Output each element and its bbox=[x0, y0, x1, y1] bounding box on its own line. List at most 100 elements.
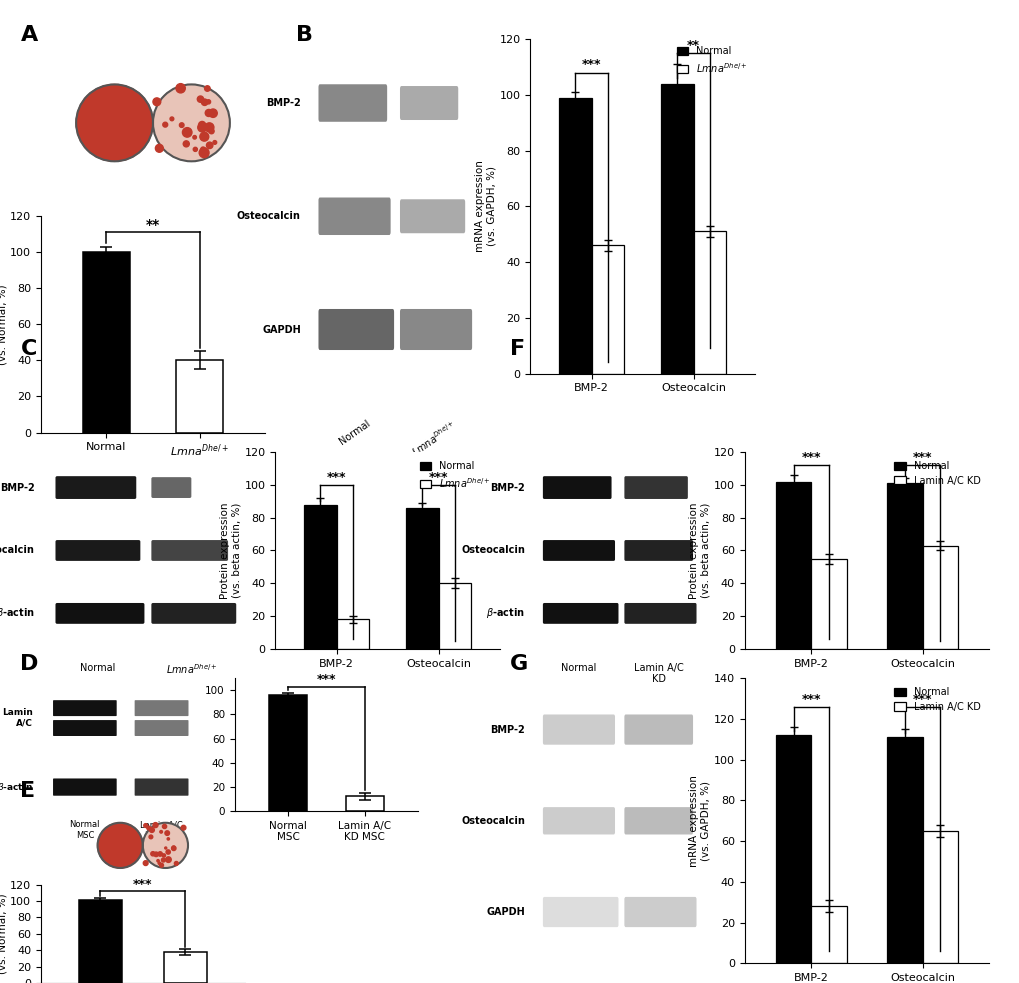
Y-axis label: mRNA expression
(vs. GAPDH, %): mRNA expression (vs. GAPDH, %) bbox=[689, 775, 710, 867]
FancyBboxPatch shape bbox=[399, 309, 472, 350]
FancyBboxPatch shape bbox=[55, 603, 145, 624]
Circle shape bbox=[162, 854, 165, 857]
Bar bbox=[406, 508, 438, 649]
Text: F: F bbox=[510, 339, 525, 359]
Text: $\beta$-actin: $\beta$-actin bbox=[486, 607, 525, 620]
FancyBboxPatch shape bbox=[55, 540, 141, 561]
FancyBboxPatch shape bbox=[542, 476, 611, 499]
Circle shape bbox=[199, 147, 209, 157]
Bar bbox=[304, 504, 336, 649]
Circle shape bbox=[143, 823, 187, 868]
FancyBboxPatch shape bbox=[318, 198, 390, 235]
Y-axis label: Protein expression
(vs. beta actin, %): Protein expression (vs. beta actin, %) bbox=[220, 502, 242, 599]
FancyBboxPatch shape bbox=[624, 540, 692, 561]
Text: G: G bbox=[510, 654, 528, 673]
Text: Osteocalcin: Osteocalcin bbox=[0, 546, 35, 555]
Text: Osteocalcin: Osteocalcin bbox=[461, 816, 525, 826]
Circle shape bbox=[165, 857, 171, 862]
Circle shape bbox=[197, 96, 204, 102]
Text: Osteocalcin: Osteocalcin bbox=[236, 211, 301, 221]
Text: ***: *** bbox=[132, 878, 153, 891]
Circle shape bbox=[153, 85, 229, 161]
Circle shape bbox=[176, 84, 185, 93]
Circle shape bbox=[206, 99, 210, 104]
Circle shape bbox=[183, 141, 190, 146]
Bar bbox=[775, 735, 810, 963]
Bar bbox=[438, 583, 471, 649]
Circle shape bbox=[144, 824, 148, 828]
Bar bbox=[336, 619, 369, 649]
Bar bbox=[558, 98, 591, 374]
Circle shape bbox=[179, 123, 183, 128]
Text: Normal: Normal bbox=[337, 418, 372, 446]
Text: B: B bbox=[296, 25, 313, 44]
Circle shape bbox=[161, 858, 165, 862]
Circle shape bbox=[205, 109, 212, 117]
Y-axis label: Osteogenesis
(vs. Normal, %): Osteogenesis (vs. Normal, %) bbox=[0, 894, 7, 974]
Circle shape bbox=[164, 847, 167, 849]
Text: Lamin
A/C: Lamin A/C bbox=[2, 709, 33, 727]
Y-axis label: Alizarin red stain
(vs. Normal, %): Alizarin red stain (vs. Normal, %) bbox=[0, 280, 7, 369]
FancyBboxPatch shape bbox=[399, 87, 458, 120]
Bar bbox=[591, 246, 624, 374]
Circle shape bbox=[166, 850, 170, 854]
Text: $Lmna^{Dhe/+}$: $Lmna^{Dhe/+}$ bbox=[409, 418, 459, 459]
Circle shape bbox=[155, 145, 163, 152]
FancyBboxPatch shape bbox=[542, 715, 614, 745]
FancyBboxPatch shape bbox=[624, 807, 692, 835]
Circle shape bbox=[158, 862, 160, 864]
FancyBboxPatch shape bbox=[53, 700, 116, 716]
Circle shape bbox=[209, 129, 214, 134]
Text: **: ** bbox=[146, 217, 160, 232]
Text: $\beta$-actin: $\beta$-actin bbox=[0, 781, 33, 793]
Text: ***: *** bbox=[581, 58, 601, 72]
Circle shape bbox=[200, 133, 209, 142]
Text: ***: *** bbox=[428, 471, 448, 484]
Circle shape bbox=[206, 143, 213, 148]
Text: $Lmna^{Dhe/+}$: $Lmna^{Dhe/+}$ bbox=[166, 663, 217, 676]
Text: D: D bbox=[20, 654, 39, 673]
Circle shape bbox=[158, 851, 162, 856]
Text: BMP-2: BMP-2 bbox=[266, 98, 301, 108]
Circle shape bbox=[149, 835, 153, 838]
Bar bbox=[922, 831, 957, 963]
Text: $\beta$-actin: $\beta$-actin bbox=[0, 607, 35, 620]
Text: E: E bbox=[20, 781, 36, 801]
Circle shape bbox=[213, 141, 216, 145]
FancyBboxPatch shape bbox=[151, 477, 192, 498]
Bar bbox=[887, 484, 922, 649]
Text: ***: *** bbox=[912, 693, 931, 706]
Circle shape bbox=[171, 846, 176, 850]
FancyBboxPatch shape bbox=[55, 476, 137, 499]
FancyBboxPatch shape bbox=[135, 700, 189, 716]
Circle shape bbox=[76, 85, 153, 161]
Text: ***: *** bbox=[912, 451, 931, 465]
Text: **: ** bbox=[687, 39, 699, 52]
Circle shape bbox=[202, 99, 208, 105]
Circle shape bbox=[193, 136, 197, 139]
Circle shape bbox=[162, 825, 166, 829]
Circle shape bbox=[157, 859, 159, 862]
Text: GAPDH: GAPDH bbox=[486, 907, 525, 917]
Legend: Normal, Lamin A/C KD: Normal, Lamin A/C KD bbox=[890, 457, 983, 490]
FancyBboxPatch shape bbox=[53, 721, 116, 736]
Legend: Normal, $Lmna^{Dhe/+}$: Normal, $Lmna^{Dhe/+}$ bbox=[675, 44, 749, 77]
Circle shape bbox=[167, 838, 169, 840]
Circle shape bbox=[160, 831, 162, 834]
Text: A: A bbox=[20, 25, 38, 44]
Circle shape bbox=[205, 123, 214, 132]
Circle shape bbox=[159, 863, 163, 867]
Circle shape bbox=[163, 122, 167, 127]
Bar bbox=[164, 952, 207, 983]
FancyBboxPatch shape bbox=[151, 540, 228, 561]
Text: BMP-2: BMP-2 bbox=[0, 483, 35, 492]
Text: C: C bbox=[20, 339, 37, 359]
Circle shape bbox=[153, 98, 161, 105]
Text: Normal: Normal bbox=[560, 663, 596, 672]
Circle shape bbox=[181, 826, 185, 830]
Text: Osteocalcin: Osteocalcin bbox=[461, 546, 525, 555]
Bar bbox=[810, 906, 846, 963]
FancyBboxPatch shape bbox=[624, 715, 692, 745]
Circle shape bbox=[205, 86, 210, 91]
Bar bbox=[660, 84, 693, 374]
